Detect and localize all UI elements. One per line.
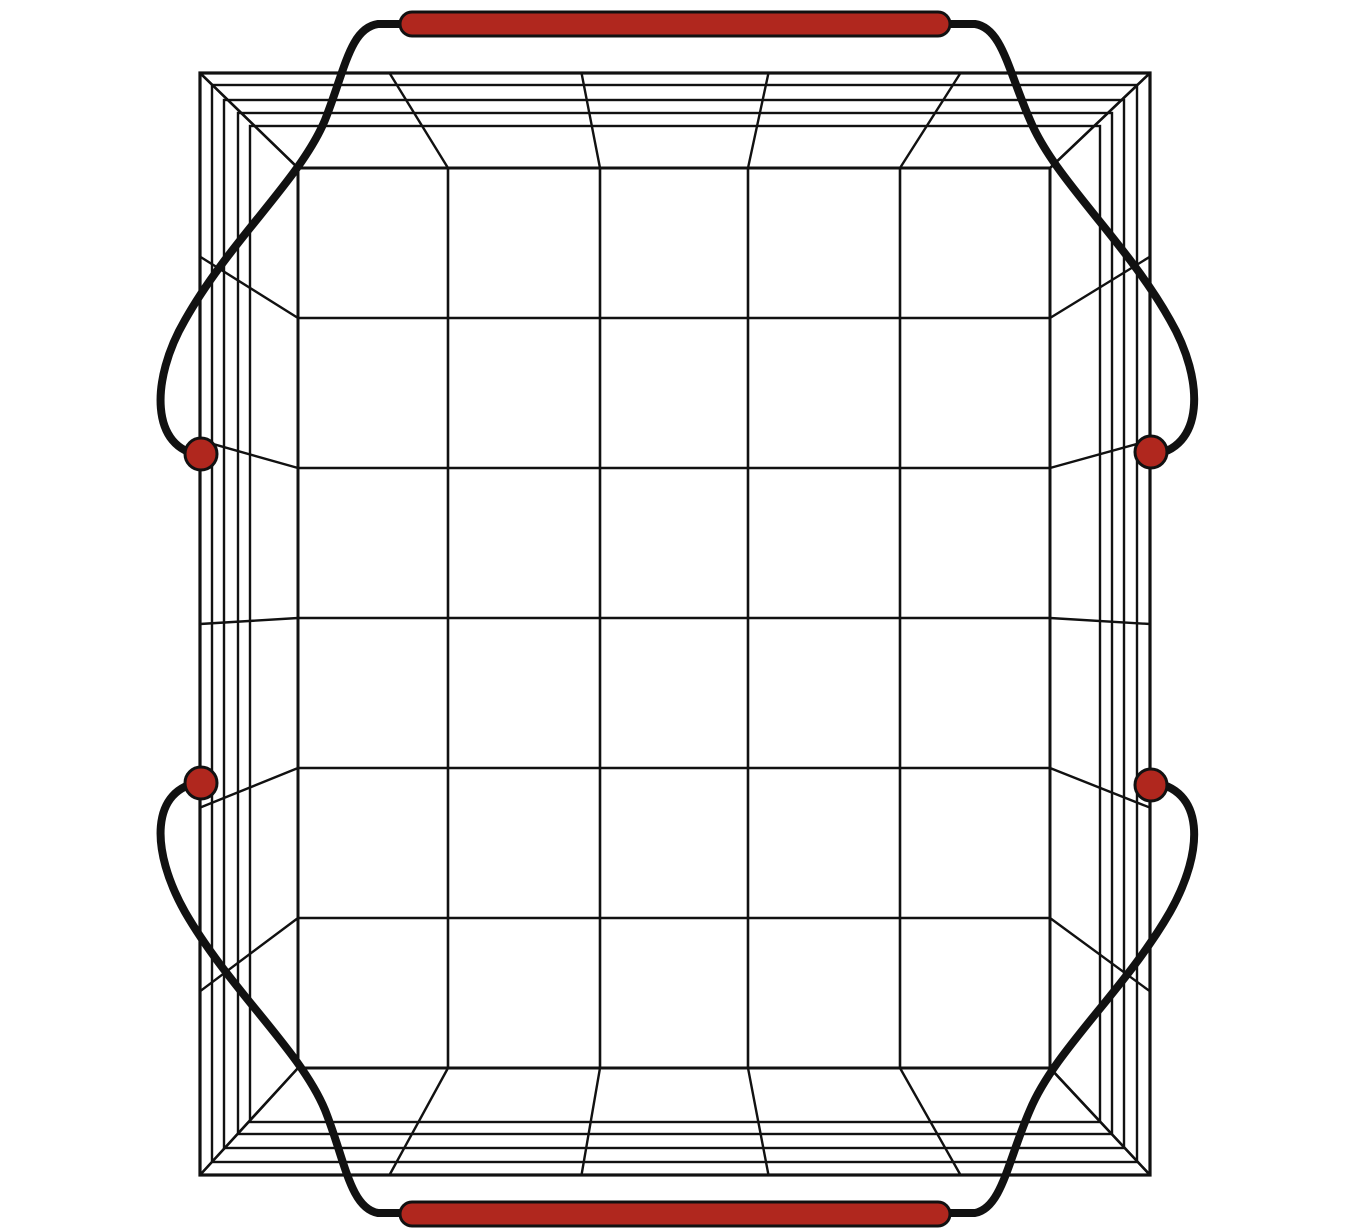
top-wall-wire-3 <box>746 71 770 170</box>
wire-rim-3 <box>236 111 1114 1136</box>
top-wall-wire-4 <box>898 71 962 170</box>
right-wall-wire-5 <box>1048 916 1152 993</box>
corner-wire-top-left <box>198 71 300 170</box>
handle-bottom-grip <box>398 1200 952 1228</box>
corner-wire-bottom-left <box>198 1066 300 1177</box>
bottom-wall-wire-2 <box>580 1066 602 1177</box>
rivet-left-lower <box>183 765 219 801</box>
rivet-right-upper <box>1133 434 1169 470</box>
rivet-right-lower <box>1133 767 1169 803</box>
wire-rim-1 <box>210 83 1139 1164</box>
basket-wire-frame <box>198 71 1152 1177</box>
handle-rivets <box>183 434 1169 803</box>
top-wall-wire-2 <box>580 71 602 170</box>
wire-rim-2 <box>222 98 1126 1150</box>
handle-top-grip <box>398 10 952 38</box>
corner-wire-top-right <box>1048 71 1152 170</box>
handle-bottom-wire <box>156 778 1199 1217</box>
left-wall-wire-3 <box>198 616 300 626</box>
bottom-wall-wire-1 <box>388 1066 450 1177</box>
rivet-left-upper <box>183 436 219 472</box>
wire-rim-4 <box>248 124 1102 1124</box>
left-wall-wire-2 <box>198 439 300 470</box>
right-wall-wire-4 <box>1048 766 1152 809</box>
right-wall-wire-2 <box>1048 439 1152 470</box>
bottom-wall-wire-3 <box>746 1066 770 1177</box>
bottom-wall-wire-4 <box>898 1066 962 1177</box>
right-wall-wire-3 <box>1048 616 1152 626</box>
left-wall-wire-4 <box>198 766 300 809</box>
basket-handles <box>156 10 1199 1228</box>
left-wall-wire-5 <box>198 916 300 993</box>
wire-rim-0 <box>198 71 1152 1177</box>
corner-wire-bottom-right <box>1048 1066 1152 1177</box>
top-wall-wire-1 <box>388 71 450 170</box>
handle-top-wire <box>156 20 1199 459</box>
